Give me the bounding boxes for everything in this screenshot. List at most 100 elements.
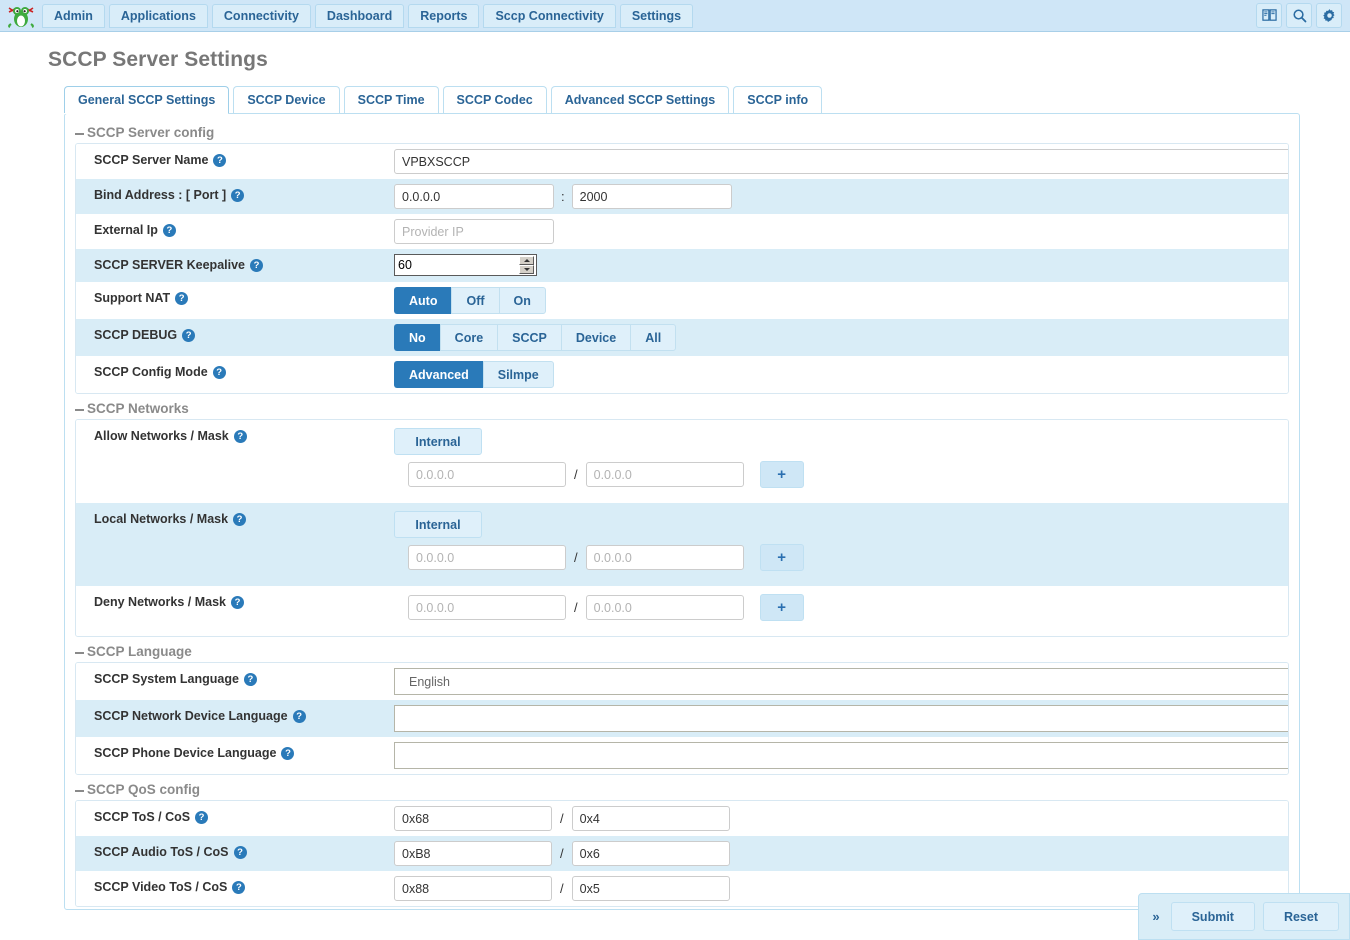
help-icon[interactable]: ? [243, 672, 257, 686]
section-header-server-config[interactable]: SCCP Server config [75, 120, 1289, 143]
support-nat-button-group: Auto Off On [394, 287, 546, 314]
chevron-down-icon[interactable] [1288, 745, 1289, 766]
help-icon[interactable]: ? [281, 746, 295, 760]
stepper-buttons [519, 256, 534, 274]
keepalive-input[interactable] [395, 256, 513, 274]
help-icon[interactable]: ? [182, 328, 196, 342]
nav-item-admin[interactable]: Admin [42, 3, 105, 28]
tab-sccp-info[interactable]: SCCP info [733, 86, 823, 113]
system-language-select[interactable]: English [394, 668, 1289, 695]
label-text: Deny Networks / Mask [94, 595, 226, 609]
nav-item-label: Applications [120, 8, 196, 23]
gear-icon[interactable] [1316, 3, 1342, 28]
tab-sccp-codec[interactable]: SCCP Codec [442, 86, 547, 113]
config-mode-option-advanced[interactable]: Advanced [394, 361, 483, 388]
search-icon[interactable] [1286, 3, 1312, 28]
nav-item-sccp-connectivity[interactable]: Sccp Connectivity [483, 3, 616, 28]
tab-sccp-time[interactable]: SCCP Time [343, 86, 439, 113]
field-label: SCCP Audio ToS / CoS ? [76, 836, 394, 859]
qos-separator: / [560, 881, 564, 896]
tab-sccp-device[interactable]: SCCP Device [233, 86, 340, 113]
help-icon[interactable]: ? [231, 188, 245, 202]
help-icon[interactable]: ? [212, 365, 226, 379]
support-nat-option-off[interactable]: Off [451, 287, 499, 314]
field-label: Deny Networks / Mask ? [76, 586, 394, 609]
local-mask-input[interactable] [585, 545, 744, 570]
reset-button[interactable]: Reset [1262, 902, 1339, 931]
language-book-icon[interactable] [1256, 3, 1282, 28]
sccp-tos-input[interactable] [394, 806, 552, 831]
stepper-decrement-button[interactable] [519, 265, 534, 274]
sccp-audio-cos-input[interactable] [571, 841, 730, 866]
help-icon[interactable]: ? [213, 153, 227, 167]
sccp-debug-option-core[interactable]: Core [439, 324, 498, 351]
nav-item-reports[interactable]: Reports [408, 3, 480, 28]
help-icon[interactable]: ? [233, 429, 247, 443]
collapse-minus-icon [75, 132, 84, 135]
chevron-down-icon[interactable] [1288, 671, 1289, 692]
nav-item-label: Dashboard [326, 8, 393, 23]
help-icon[interactable]: ? [233, 512, 247, 526]
nav-item-dashboard[interactable]: Dashboard [314, 3, 405, 28]
chevron-down-icon[interactable] [1288, 708, 1289, 729]
submit-button[interactable]: Submit [1170, 902, 1255, 931]
sccp-audio-tos-input[interactable] [394, 841, 552, 866]
help-icon[interactable]: ? [233, 845, 247, 859]
server-name-input[interactable] [394, 149, 1288, 174]
help-icon[interactable]: ? [195, 810, 209, 824]
help-icon[interactable]: ? [162, 223, 176, 237]
local-networks-internal-button[interactable]: Internal [394, 511, 482, 538]
sccp-debug-option-all[interactable]: All [630, 324, 677, 351]
label-text: SCCP DEBUG [94, 328, 178, 342]
label-text: SCCP Phone Device Language [94, 746, 277, 760]
field-label: SCCP DEBUG ? [76, 319, 394, 342]
support-nat-option-on[interactable]: On [498, 287, 546, 314]
allow-networks-internal-button[interactable]: Internal [394, 428, 482, 455]
keepalive-stepper[interactable] [394, 254, 537, 276]
sccp-debug-option-device[interactable]: Device [560, 324, 631, 351]
config-mode-option-silmpe[interactable]: Silmpe [482, 361, 554, 388]
allow-mask-input[interactable] [585, 462, 744, 487]
sccp-cos-input[interactable] [571, 806, 730, 831]
allow-networks-add-button[interactable]: + [759, 461, 804, 488]
help-icon[interactable]: ? [231, 595, 244, 609]
external-ip-input[interactable] [394, 219, 554, 244]
sccp-video-tos-input[interactable] [394, 876, 552, 901]
bind-address-port-input[interactable] [571, 184, 732, 209]
stepper-increment-button[interactable] [519, 256, 534, 265]
help-icon[interactable]: ? [175, 291, 189, 305]
deny-network-input[interactable] [408, 595, 566, 620]
sccp-debug-option-no[interactable]: No [394, 324, 440, 351]
nav-item-settings[interactable]: Settings [619, 3, 694, 28]
nav-icon-group [1256, 3, 1342, 28]
local-networks-add-button[interactable]: + [759, 544, 804, 571]
phone-device-language-select[interactable] [394, 742, 1289, 769]
label-text: External Ip [94, 223, 158, 237]
network-separator: / [574, 600, 578, 615]
frog-logo-icon[interactable] [6, 3, 36, 29]
allow-network-input[interactable] [408, 462, 566, 487]
expand-chevron-icon[interactable]: » [1152, 909, 1160, 924]
support-nat-option-auto[interactable]: Auto [394, 287, 452, 314]
sccp-video-cos-input[interactable] [571, 876, 730, 901]
label-text: SCCP Video ToS / CoS [94, 880, 228, 894]
section-header-qos[interactable]: SCCP QoS config [75, 777, 1289, 800]
network-device-language-select[interactable] [394, 705, 1289, 732]
nav-item-label: Reports [420, 8, 468, 23]
sccp-debug-option-sccp[interactable]: SCCP [497, 324, 561, 351]
deny-mask-input[interactable] [585, 595, 744, 620]
tab-advanced-sccp-settings[interactable]: Advanced SCCP Settings [550, 86, 730, 113]
tab-general-sccp-settings[interactable]: General SCCP Settings [64, 86, 230, 114]
field-row-sccp-tos-cos: SCCP ToS / CoS ? / [76, 801, 1288, 836]
help-icon[interactable]: ? [250, 258, 263, 272]
help-icon[interactable]: ? [232, 880, 246, 894]
nav-item-connectivity[interactable]: Connectivity [211, 3, 311, 28]
bind-address-ip-input[interactable] [394, 184, 554, 209]
help-icon[interactable]: ? [292, 709, 306, 723]
section-header-language[interactable]: SCCP Language [75, 639, 1289, 662]
nav-item-applications[interactable]: Applications [108, 3, 208, 28]
deny-networks-add-button[interactable]: + [759, 594, 804, 621]
local-network-input[interactable] [408, 545, 566, 570]
qos-separator: / [560, 846, 564, 861]
section-header-networks[interactable]: SCCP Networks [75, 396, 1289, 419]
